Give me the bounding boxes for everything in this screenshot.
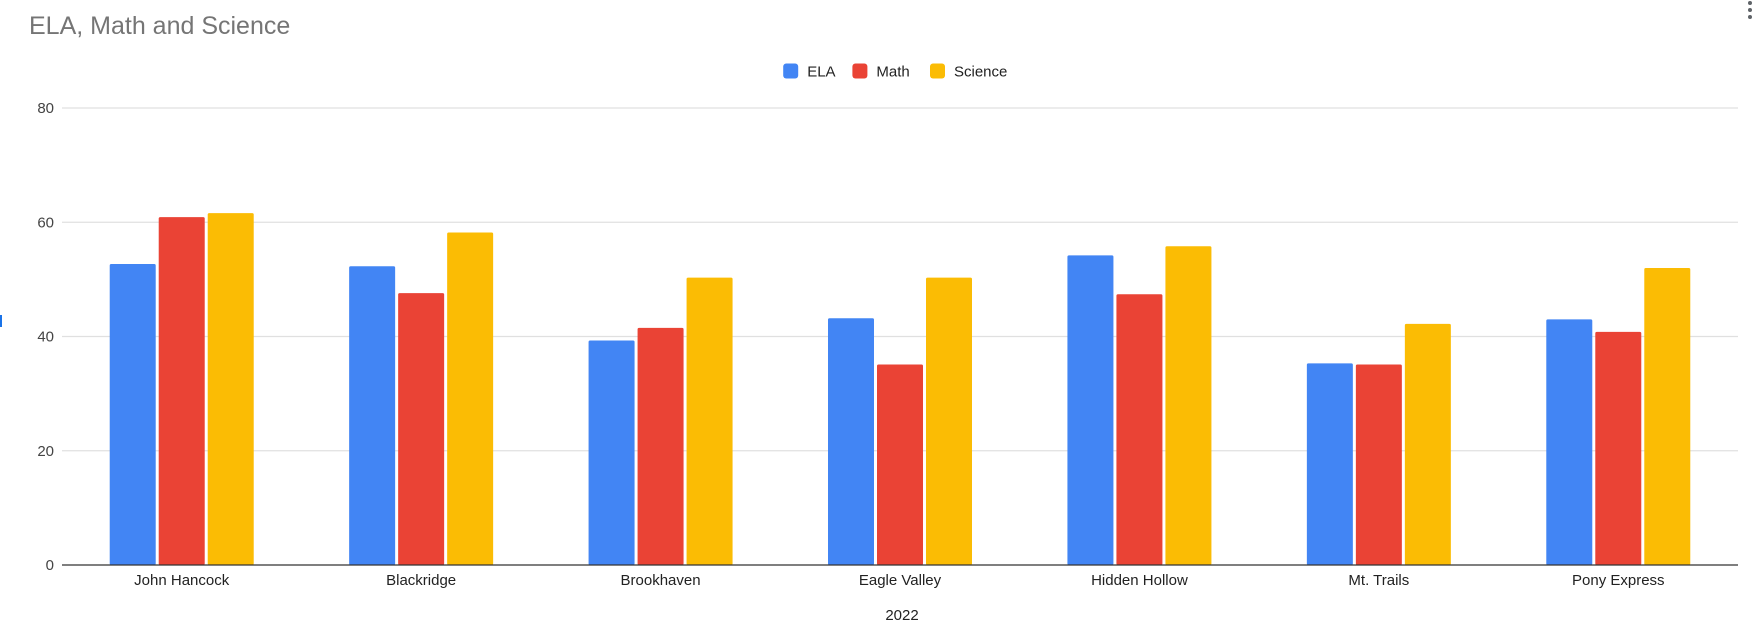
bar-ela-0 bbox=[109, 263, 156, 565]
bar-science-6 bbox=[1644, 267, 1691, 565]
bar-science-3 bbox=[926, 277, 972, 565]
chart-title: ELA, Math and Science bbox=[29, 12, 291, 40]
x-tick-label: Blackridge bbox=[386, 572, 456, 589]
x-tick-label: John Hancock bbox=[134, 572, 230, 589]
bar-math-5 bbox=[1355, 364, 1402, 565]
selection-marker bbox=[0, 315, 2, 327]
bar-ela-6 bbox=[1546, 319, 1593, 565]
bar-ela-3 bbox=[828, 318, 874, 565]
x-tick-label: Mt. Trails bbox=[1348, 572, 1409, 589]
y-tick-label: 60 bbox=[37, 214, 54, 231]
legend-swatch-science bbox=[930, 63, 945, 79]
bar-math-6 bbox=[1595, 331, 1642, 565]
legend-label-ela: ELA bbox=[807, 64, 835, 81]
bar-ela-4 bbox=[1067, 255, 1114, 565]
y-tick-label: 20 bbox=[37, 443, 54, 460]
bar-science-1 bbox=[447, 232, 494, 565]
more-vert-icon[interactable] bbox=[1746, 0, 1754, 19]
y-tick-label: 0 bbox=[46, 557, 54, 574]
bar-math-3 bbox=[877, 364, 923, 565]
bar-math-4 bbox=[1116, 294, 1163, 565]
bar-ela-2 bbox=[588, 340, 635, 565]
bar-science-2 bbox=[686, 277, 733, 565]
bar-ela-1 bbox=[349, 266, 396, 565]
bar-math-1 bbox=[398, 293, 445, 565]
y-tick-label: 80 bbox=[37, 100, 54, 117]
x-axis-title: 2022 bbox=[885, 607, 918, 624]
x-tick-label: Pony Express bbox=[1572, 572, 1665, 589]
x-tick-label: Hidden Hollow bbox=[1091, 572, 1188, 589]
x-tick-label: Eagle Valley bbox=[859, 572, 942, 589]
legend-swatch-ela bbox=[783, 63, 799, 79]
y-tick-label: 40 bbox=[37, 329, 54, 346]
bar-math-2 bbox=[637, 327, 684, 565]
bar-science-0 bbox=[207, 213, 254, 566]
x-tick-label: Brookhaven bbox=[621, 572, 701, 589]
legend-swatch-math bbox=[852, 63, 868, 79]
bar-science-4 bbox=[1165, 246, 1212, 565]
legend-label-math: Math bbox=[876, 64, 909, 81]
bar-ela-5 bbox=[1306, 363, 1353, 565]
bar-science-5 bbox=[1404, 323, 1451, 565]
bar-math-0 bbox=[158, 217, 205, 565]
legend-label-science: Science bbox=[954, 64, 1007, 81]
